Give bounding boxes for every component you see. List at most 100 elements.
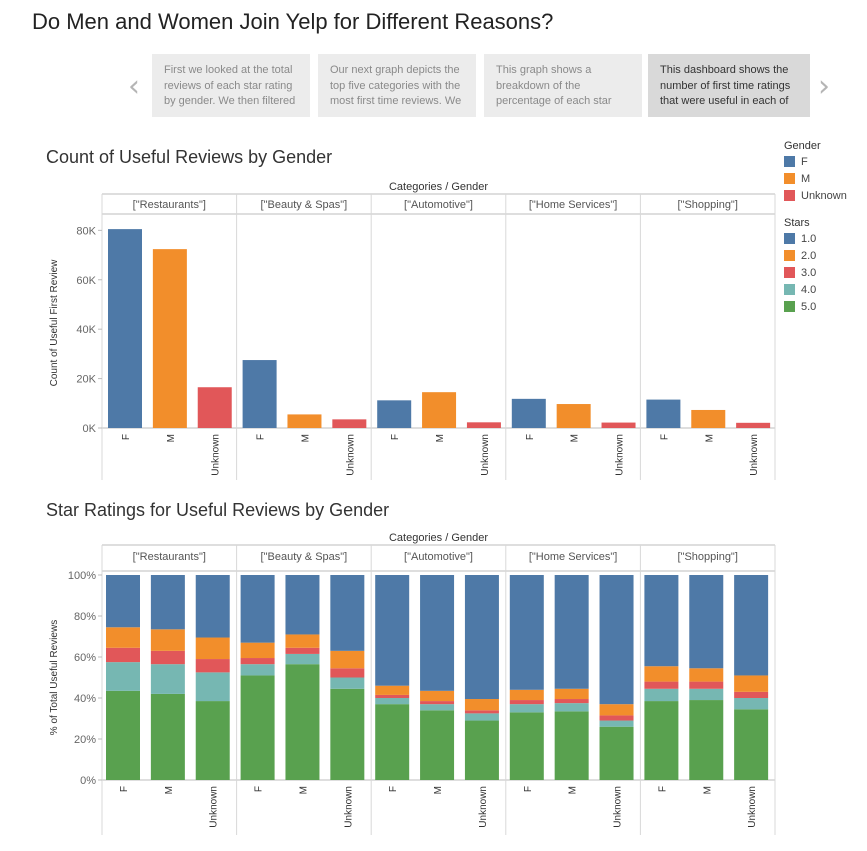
category-label: F — [254, 786, 265, 792]
bar-segment — [330, 575, 365, 651]
legend-stars-swatch — [784, 267, 795, 278]
legend-stars-label: 4.0 — [801, 284, 817, 296]
category-label: F — [525, 434, 536, 440]
bar-segment — [150, 664, 185, 694]
bar-segment — [330, 677, 365, 689]
bar-segment — [195, 659, 230, 673]
bar-segment — [734, 691, 769, 698]
category-label: F — [121, 434, 132, 440]
legend-gender-item[interactable]: Unknown — [784, 190, 867, 207]
bar-segment — [644, 575, 679, 667]
star-ratings-chart: Star Ratings for Useful Reviews by Gende… — [46, 500, 776, 835]
chart-title: Star Ratings for Useful Reviews by Gende… — [46, 500, 389, 520]
bar-segment — [285, 634, 320, 648]
bar-segment — [420, 701, 455, 705]
header-title: Categories / Gender — [389, 181, 488, 193]
legend-stars-swatch — [784, 233, 795, 244]
group-label: ["Automotive"] — [404, 551, 473, 563]
legend-stars-label: 5.0 — [801, 301, 817, 313]
legend-stars-item[interactable]: 3.0 — [784, 267, 867, 284]
category-label: M — [433, 786, 444, 794]
legend-gender-list: F M Unknown — [784, 156, 867, 207]
group-label: ["Beauty & Spas"] — [261, 551, 348, 563]
category-label: Unknown — [343, 786, 354, 828]
bar-segment — [509, 689, 544, 701]
bar-segment — [554, 688, 589, 700]
next-arrow-icon[interactable]: › — [818, 69, 830, 104]
bar-segment — [150, 629, 185, 651]
category-label: F — [388, 786, 399, 792]
story-point-3[interactable]: This graph shows a breakdown of the perc… — [484, 54, 642, 117]
category-label: F — [256, 434, 267, 440]
bar-segment — [689, 681, 724, 689]
y-tick-label: 20K — [76, 374, 96, 386]
legend-stars-item[interactable]: 2.0 — [784, 250, 867, 267]
bar-segment — [509, 712, 544, 780]
bar-segment — [195, 575, 230, 638]
legend-stars-label: 2.0 — [801, 250, 817, 262]
legend-stars-item[interactable]: 5.0 — [784, 301, 867, 318]
y-tick-label: 60K — [76, 275, 96, 287]
bar-segment — [106, 662, 140, 691]
bar-segment — [464, 710, 499, 714]
bar-segment — [240, 658, 275, 665]
category-label: M — [300, 434, 311, 442]
bar — [691, 409, 726, 428]
bar-segment — [599, 575, 634, 705]
legend-stars-item[interactable]: 4.0 — [784, 284, 867, 301]
story-point-4[interactable]: This dashboard shows the number of first… — [648, 54, 810, 117]
y-axis-label: % of Total Useful Reviews — [49, 620, 60, 735]
bar-segment — [375, 685, 410, 695]
category-label: M — [570, 434, 581, 442]
bar-segment — [195, 672, 230, 702]
category-label: F — [523, 786, 534, 792]
legend-gender-item[interactable]: M — [784, 173, 867, 190]
bar-segment — [285, 647, 320, 654]
bar-segment — [285, 575, 320, 635]
bar-segment — [150, 693, 185, 780]
bar-segment — [599, 715, 634, 721]
legend-gender-item[interactable]: F — [784, 156, 867, 173]
y-tick-label: 0K — [83, 423, 97, 435]
bar — [332, 419, 367, 428]
bar-segment — [150, 575, 185, 630]
legend-stars-label: 3.0 — [801, 267, 817, 279]
category-label: M — [166, 434, 177, 442]
story-point-2[interactable]: Our next graph depicts the top five cate… — [318, 54, 476, 117]
y-tick-label: 40K — [76, 324, 96, 336]
legend-gender-swatch — [784, 173, 795, 184]
bar-segment — [644, 681, 679, 689]
category-label: F — [657, 786, 668, 792]
legend-stars-item[interactable]: 1.0 — [784, 233, 867, 250]
bar-segment — [509, 704, 544, 713]
bar-segment — [330, 650, 365, 669]
bar-segment — [240, 664, 275, 676]
bar-segment — [554, 703, 589, 712]
bar — [108, 229, 142, 428]
y-tick-label: 20% — [74, 734, 96, 746]
group-label: ["Restaurants"] — [133, 199, 206, 211]
prev-arrow-icon[interactable]: ‹ — [128, 69, 140, 104]
bar-segment — [420, 575, 455, 691]
bar-segment — [734, 575, 769, 676]
header-title: Categories / Gender — [389, 532, 488, 544]
bar-segment — [195, 701, 230, 780]
y-tick-label: 80% — [74, 611, 96, 623]
bar-segment — [420, 690, 455, 702]
y-tick-label: 80K — [76, 225, 96, 237]
bar-segment — [554, 711, 589, 780]
y-axis-label: Count of Useful First Review — [49, 259, 60, 386]
story-point-1[interactable]: First we looked at the total reviews of … — [152, 54, 310, 117]
bar-segment — [375, 698, 410, 705]
bar-segment — [599, 726, 634, 780]
bar-segment — [599, 704, 634, 716]
y-tick-label: 60% — [74, 652, 96, 664]
legend-stars-swatch — [784, 250, 795, 261]
legend-stars-label: 1.0 — [801, 233, 817, 245]
chart-title: Count of Useful Reviews by Gender — [46, 147, 332, 167]
category-label: M — [164, 786, 175, 794]
legend-gender-title: Gender — [784, 140, 821, 152]
category-label: Unknown — [345, 434, 356, 476]
bar-segment — [689, 700, 724, 780]
bar — [601, 422, 636, 428]
